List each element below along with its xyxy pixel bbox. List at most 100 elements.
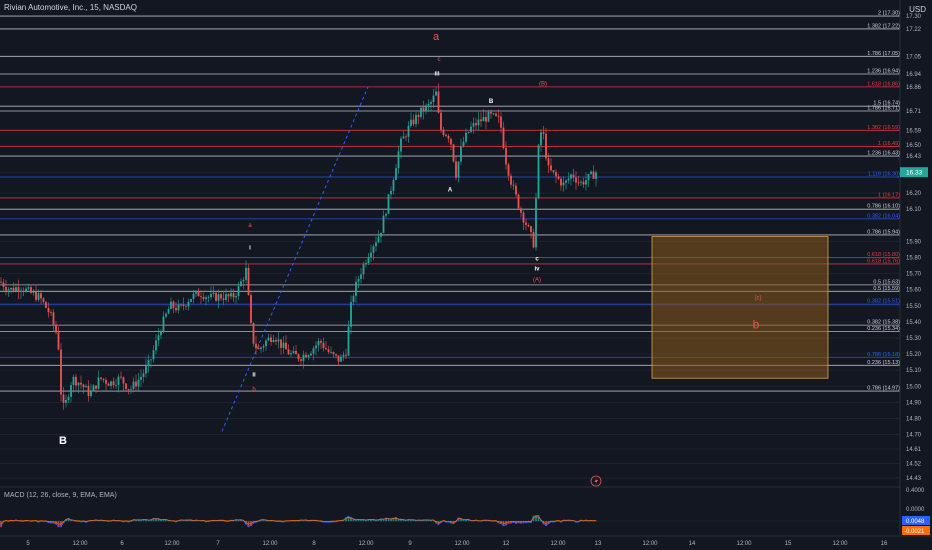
signal-line: [0, 516, 597, 525]
candle-body: [487, 111, 490, 122]
macd-bar: [417, 520, 420, 522]
candle-body: [160, 331, 162, 336]
candle-body: [237, 286, 240, 296]
candle-body: [450, 138, 452, 145]
level-label-24: 0.786 (14.97): [867, 386, 900, 392]
macd-value-0: 0.0048: [906, 519, 925, 525]
candle-body: [307, 355, 310, 358]
candle-body: [235, 295, 237, 298]
candle-body: [5, 286, 7, 291]
candle-body: [565, 180, 567, 183]
macd-bar: [395, 517, 397, 522]
macd-bar: [425, 519, 427, 522]
candle-body: [525, 222, 527, 226]
macd-bar: [260, 519, 262, 522]
macd-bar: [265, 520, 267, 522]
candle-body: [530, 226, 532, 232]
candle-body: [427, 103, 430, 106]
x-tick-12: 13: [595, 541, 602, 547]
x-tick-11: 12:00: [550, 541, 566, 547]
candle-body: [175, 307, 177, 311]
candle-body: [502, 127, 505, 149]
candle-body: [142, 373, 145, 377]
candle-body: [470, 126, 472, 132]
candle-body: [50, 312, 52, 314]
candle-body: [257, 348, 260, 350]
candle-body: [212, 292, 215, 294]
candle-body: [585, 180, 587, 185]
candle-body: [507, 164, 510, 176]
macd-bar: [485, 520, 487, 522]
y-tick-15: 15.60: [906, 288, 922, 294]
macd-bar: [510, 521, 512, 524]
candle-body: [455, 161, 457, 178]
macd-bar: [160, 519, 162, 522]
candle-body: [402, 136, 405, 139]
candle-body: [550, 165, 552, 171]
candle-body: [392, 179, 395, 191]
candle-body: [42, 298, 45, 302]
last-price-badge: [900, 167, 928, 178]
candle-body: [292, 350, 295, 354]
y-tick-11: 16.10: [906, 207, 922, 213]
y-tick-26: 14.52: [906, 462, 922, 468]
candle-body: [577, 182, 580, 184]
candle-body: [490, 111, 492, 114]
candle-body: [350, 302, 352, 327]
candle-body: [375, 242, 377, 247]
macd-bar: [352, 518, 355, 522]
macd-bar: [372, 519, 375, 522]
macd-bar: [520, 521, 522, 524]
y-tick-12: 15.90: [906, 239, 922, 245]
macd-tick-0: 0.4000: [906, 488, 925, 494]
candle-body: [580, 181, 582, 183]
macd-bar: [422, 520, 425, 522]
candle-body: [222, 298, 225, 300]
wave-label-2: iii: [434, 72, 439, 78]
macd-bar: [255, 521, 257, 523]
macd-bar: [135, 519, 137, 522]
y-tick-8: 16.43: [906, 154, 922, 160]
macd-legend[interactable]: MACD (12, 26, close, 9, EMA, EMA): [4, 492, 117, 499]
candle-body: [512, 184, 515, 186]
symbol-title[interactable]: Rivian Automotive, Inc., 15, NASDAQ: [4, 3, 137, 12]
candle-body: [552, 170, 555, 173]
level-label-3: 1.236 (16.94): [867, 68, 900, 74]
level-label-11: 1 (16.17): [878, 192, 900, 198]
candle-body: [340, 356, 342, 362]
candle-body: [582, 181, 585, 185]
macd-bar: [575, 521, 577, 523]
level-label-16: 0.618 (15.76): [867, 258, 900, 264]
candle-body: [152, 350, 155, 360]
candle-body: [7, 289, 10, 291]
candle-body: [127, 388, 130, 390]
macd-bar: [427, 520, 430, 522]
candle-body: [400, 138, 402, 152]
candle-body: [240, 281, 242, 287]
x-tick-3: 12:00: [164, 541, 180, 547]
candle-body: [362, 264, 365, 275]
candle-body: [90, 391, 92, 396]
candle-body: [355, 281, 357, 296]
macd-bar: [375, 520, 377, 522]
y-tick-18: 15.30: [906, 336, 922, 342]
candle-body: [332, 352, 335, 355]
currency-label[interactable]: USD: [909, 5, 926, 14]
macd-bar: [535, 515, 537, 522]
candle-body: [315, 345, 317, 349]
y-tick-24: 14.70: [906, 433, 922, 439]
level-label-7: 1.382 (16.59): [867, 125, 900, 131]
macd-bar: [137, 519, 140, 522]
macd-bar: [155, 518, 157, 522]
candle-body: [352, 295, 355, 303]
macd-bar: [195, 520, 197, 522]
candle-body: [390, 190, 392, 195]
macd-bar: [150, 519, 152, 522]
candle-body: [500, 116, 502, 128]
candle-body: [557, 176, 560, 179]
candle-body: [132, 381, 135, 389]
candle-body: [440, 112, 442, 130]
macd-bar: [182, 520, 185, 522]
candle-body: [567, 178, 570, 181]
